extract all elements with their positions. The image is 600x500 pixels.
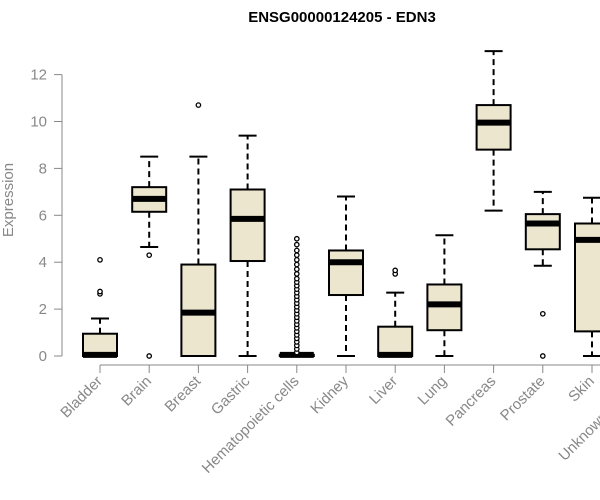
outlier-point (293, 271, 300, 277)
box-iqr (377, 325, 414, 357)
outlier-point (195, 102, 202, 108)
x-tick-label: Skin (565, 373, 598, 406)
box-group (475, 50, 512, 212)
x-tick-label: Lung (415, 373, 451, 409)
box-group (524, 190, 561, 359)
outlier-point (293, 275, 300, 282)
x-tick-label: Kidney (307, 372, 352, 417)
box-group (229, 134, 266, 357)
box-group (377, 267, 414, 358)
outlier-point (293, 266, 300, 273)
box-group (131, 155, 168, 359)
box-iqr (229, 188, 266, 263)
x-tick-label: Liver (366, 373, 401, 408)
box-group (574, 196, 600, 357)
x-tick-label: Breast (162, 372, 205, 415)
outlier-point (293, 241, 300, 248)
outlier-point (392, 267, 399, 274)
outlier-point (293, 235, 300, 242)
box-iqr (475, 104, 512, 151)
outlier-point (97, 288, 103, 295)
box-series (82, 50, 600, 359)
chart-title: ENSG00000124205 - EDN3 (248, 9, 436, 26)
outlier-point (293, 247, 300, 254)
y-tick-label: 0 (39, 348, 47, 365)
y-tick-label: 4 (39, 254, 47, 271)
box-group (180, 102, 217, 358)
x-tick-label: Prostate (497, 373, 549, 425)
outlier-point (539, 353, 546, 359)
x-tick-label: Pancreas (443, 373, 500, 430)
y-axis: 0 2 4 6 8 10 12 (30, 67, 63, 365)
box-iqr (328, 249, 364, 297)
outlier-point (97, 257, 103, 263)
box-group (82, 257, 118, 358)
y-tick-label: 2 (39, 301, 47, 318)
x-tick-label: Brain (118, 373, 155, 410)
outlier-point (146, 252, 153, 259)
y-tick-label: 6 (39, 207, 47, 224)
box-iqr (524, 213, 561, 251)
x-tick-label: Hematopoietic cells (199, 373, 303, 477)
outlier-point (293, 257, 300, 263)
y-tick-label: 8 (39, 160, 47, 177)
y-tick-label: 12 (30, 67, 47, 84)
outlier-point (293, 261, 300, 268)
outlier-point (146, 353, 153, 359)
box-group (328, 195, 364, 357)
x-tick-label: Bladder (57, 373, 106, 422)
y-axis-title: Expression (0, 163, 17, 237)
outlier-point (293, 252, 300, 259)
box-group (426, 234, 463, 357)
box-group (278, 235, 315, 358)
x-tick-label: Gastric (208, 372, 254, 418)
outlier-point (539, 310, 546, 317)
y-tick-label: 10 (30, 114, 47, 131)
